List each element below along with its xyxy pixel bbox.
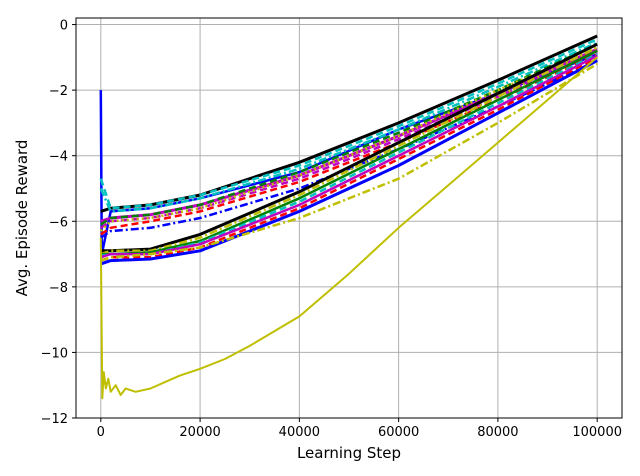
x-tick-label: 40000 <box>279 425 320 440</box>
series-line-7 <box>100 43 598 226</box>
axis-ticks: 0 20000 40000 60000 80000 100000 −12 −10 −8 −6 −4 −… <box>41 19 622 440</box>
series-line-8 <box>99 46 598 232</box>
x-tick-label: 60000 <box>378 425 419 440</box>
series-line-17 <box>100 54 598 259</box>
plot-frame <box>75 17 623 419</box>
series-line-4 <box>99 41 598 213</box>
y-tick-label: −8 <box>49 281 68 296</box>
y-tick-label: −6 <box>49 215 68 230</box>
series-line-6 <box>100 51 598 229</box>
x-axis-title: Learning Step <box>297 444 401 462</box>
y-tick-label: −4 <box>49 150 68 165</box>
series-line-12 <box>100 46 598 256</box>
y-axis-title: Avg. Episode Reward <box>13 140 31 297</box>
series-line-19 <box>99 56 598 400</box>
y-tick-label: −2 <box>49 84 68 99</box>
x-tick-label: 0 <box>97 425 105 440</box>
y-tick-label: −12 <box>41 412 68 427</box>
x-tick-label: 20000 <box>179 425 220 440</box>
y-tick-label: −10 <box>41 346 68 361</box>
series-line-9 <box>100 52 598 236</box>
x-tick-label: 100000 <box>572 425 622 440</box>
series-line-16 <box>100 59 598 266</box>
series-group <box>99 34 598 400</box>
series-line-18 <box>100 62 598 262</box>
y-tick-label: 0 <box>60 19 68 34</box>
x-tick-label: 80000 <box>477 425 518 440</box>
series-line-3 <box>99 38 598 210</box>
